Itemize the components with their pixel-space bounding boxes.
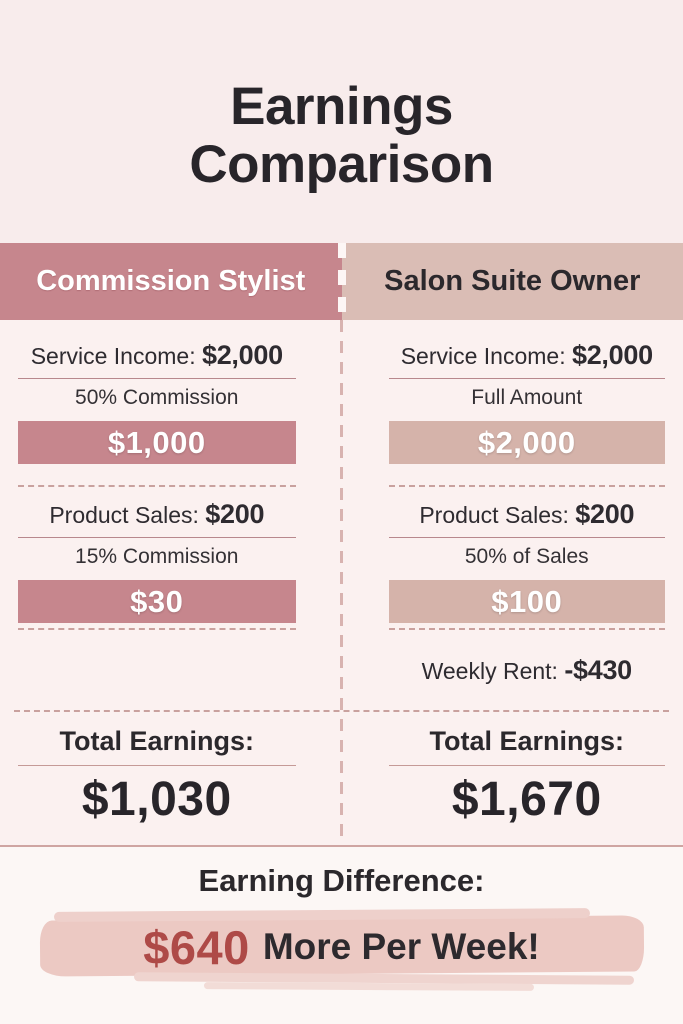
right-service-amount-bar: $2,000 (388, 421, 665, 464)
difference-suffix: More Per Week! (262, 926, 540, 967)
left-service-value-text: $2,000 (202, 340, 283, 370)
left-service-amount-bar: $1,000 (18, 421, 296, 464)
left-service-label-text: Service Income: (30, 343, 196, 369)
left-product-value-text: $200 (205, 499, 265, 529)
difference-amount: $640 (143, 920, 250, 974)
totals-row: Total Earnings: $1,030 Total Earnings: $… (0, 712, 683, 845)
table-header-row: Commission Stylist Salon Suite Owner (0, 243, 683, 320)
right-product-sales-label: Product Sales: $200 (419, 499, 634, 530)
left-product-label-text: Product Sales: (49, 502, 199, 528)
left-product-sublabel: 15% Commission (75, 545, 239, 568)
right-total-earnings: Total Earnings: $1,670 (342, 712, 683, 845)
earning-difference-label: Earning Difference: (198, 863, 485, 898)
header-salon-suite-owner: Salon Suite Owner (341, 243, 683, 320)
right-service-value-text: $2,000 (572, 340, 653, 370)
right-product-underline (388, 537, 665, 538)
earning-difference-footer: Earning Difference: $640 More Per Week! (0, 847, 683, 1024)
earning-difference-callout: $640 More Per Week! (24, 907, 660, 987)
right-service-income-section: Service Income: $2,000 Full Amount $2,00… (388, 320, 665, 485)
left-service-income-section: Service Income: $2,000 50% Commission $1… (18, 320, 296, 485)
page-title: Earnings Comparison (0, 0, 683, 243)
header-commission-stylist: Commission Stylist (0, 243, 342, 320)
right-total-value: $1,670 (451, 773, 602, 826)
column-commission-stylist: Service Income: $2,000 50% Commission $1… (0, 320, 342, 710)
divider-header-segment (337, 243, 346, 320)
table-body-columns: Service Income: $2,000 50% Commission $1… (0, 320, 683, 710)
right-product-sublabel: 50% of Sales (464, 545, 589, 568)
left-dashed-separator-1 (18, 485, 296, 487)
column-salon-suite-owner: Service Income: $2,000 Full Amount $2,00… (342, 320, 683, 710)
right-service-underline (388, 378, 665, 379)
right-service-label-text: Service Income: (400, 343, 566, 369)
right-product-sales-section: Product Sales: $200 50% of Sales $100 (388, 487, 665, 628)
left-product-sales-section: Product Sales: $200 15% Commission $30 (18, 487, 296, 628)
left-total-value: $1,030 (81, 773, 232, 826)
right-total-label: Total Earnings: (429, 726, 624, 756)
left-dashed-separator-2 (18, 628, 296, 630)
weekly-rent-value-text: -$430 (564, 654, 632, 685)
left-service-underline (18, 378, 296, 379)
right-weekly-rent-section: Weekly Rent: -$430 (389, 630, 666, 710)
left-service-sublabel: 50% Commission (75, 386, 239, 409)
right-product-label-text: Product Sales: (419, 502, 569, 528)
left-product-underline (18, 537, 296, 538)
title-line-1: Earnings (230, 77, 453, 136)
right-service-sublabel: Full Amount (471, 386, 583, 409)
weekly-rent-label-text: Weekly Rent: (421, 657, 558, 684)
left-empty-section (18, 630, 296, 710)
right-dashed-separator-2 (388, 628, 665, 630)
left-total-earnings: Total Earnings: $1,030 (0, 712, 342, 845)
left-product-sales-label: Product Sales: $200 (49, 499, 264, 530)
left-service-income-label: Service Income: $2,000 (31, 340, 283, 371)
right-service-income-label: Service Income: $2,000 (401, 340, 653, 371)
left-total-label: Total Earnings: (59, 726, 254, 756)
weekly-rent-label: Weekly Rent: -$430 (421, 654, 633, 686)
divider-body-segment (340, 320, 343, 845)
right-total-underline (388, 765, 665, 766)
left-product-amount-bar: $30 (18, 580, 296, 623)
right-product-amount-bar: $100 (388, 580, 665, 623)
comparison-table: Commission Stylist Salon Suite Owner Ser… (0, 243, 683, 847)
brush-stroke-highlight: $640 More Per Week! (24, 907, 660, 991)
title-line-2: Comparison (189, 135, 494, 194)
column-divider-dashed-line (337, 243, 346, 845)
right-dashed-separator-1 (388, 485, 665, 487)
right-product-value-text: $200 (575, 499, 635, 529)
left-total-underline (18, 765, 296, 766)
